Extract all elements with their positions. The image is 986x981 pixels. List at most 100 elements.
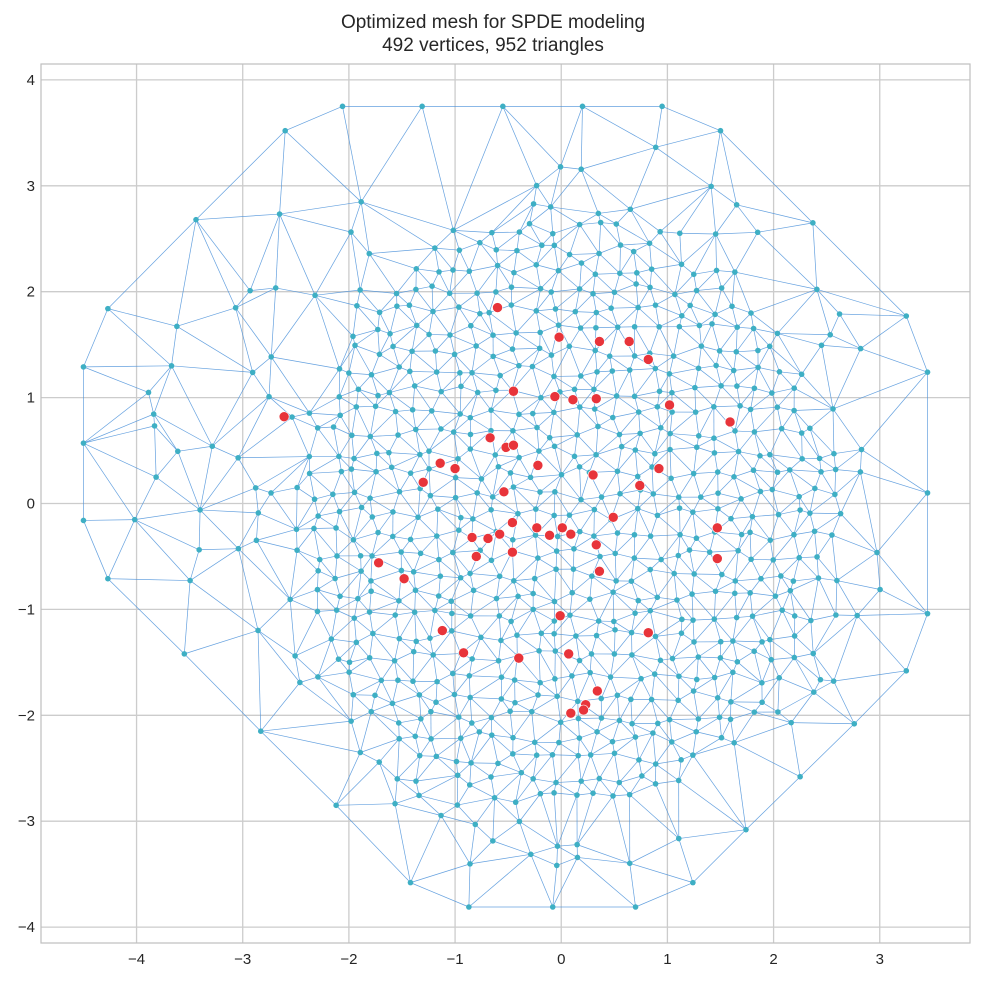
mesh-edge: [649, 569, 658, 598]
mesh-edge: [736, 386, 741, 406]
mesh-edge: [411, 325, 418, 352]
mesh-edge: [394, 778, 398, 804]
mesh-edge: [557, 794, 578, 847]
mesh-edge: [614, 632, 632, 655]
mesh-edge: [696, 677, 715, 680]
mesh-edge: [177, 451, 201, 511]
mesh-edge: [619, 476, 638, 494]
mesh-vertex: [512, 799, 519, 806]
mesh-edge: [673, 345, 702, 357]
mesh-edge: [391, 466, 411, 474]
mesh-edge: [491, 698, 502, 718]
mesh-edge: [669, 373, 696, 388]
mesh-edge: [654, 368, 660, 392]
mesh-edge: [631, 558, 635, 582]
mesh-edge: [536, 308, 556, 312]
mesh-edge: [736, 367, 759, 387]
mesh-edge: [580, 169, 599, 214]
mesh-edge: [314, 295, 340, 369]
mesh-edge: [637, 508, 651, 537]
mesh-vertex: [492, 452, 499, 458]
mesh-edge: [375, 453, 378, 472]
mesh-edge: [533, 609, 555, 622]
mesh-edge: [860, 348, 928, 373]
mesh-edge: [757, 367, 773, 394]
mesh-edge: [454, 354, 473, 373]
mesh-edge: [649, 287, 675, 295]
mesh-edge: [700, 492, 719, 498]
mesh-vertex: [513, 330, 519, 336]
mesh-vertex: [577, 325, 584, 331]
mesh-vertex: [728, 515, 734, 522]
mesh-edge: [593, 535, 616, 554]
mesh-edge: [577, 698, 602, 702]
mesh-vertex: [716, 714, 723, 721]
mesh-edge: [592, 291, 615, 295]
mesh-vertex: [396, 488, 403, 495]
mesh-edge: [434, 247, 454, 271]
mesh-edge: [550, 206, 580, 225]
mesh-edge: [388, 434, 399, 453]
x-tick-label: 3: [876, 951, 884, 968]
mesh-edge: [421, 106, 454, 231]
mesh-edge: [339, 507, 362, 512]
mesh-edge: [353, 618, 357, 643]
mesh-edge: [294, 611, 318, 657]
mesh-edge: [678, 829, 747, 839]
mesh-edge: [714, 305, 733, 315]
mesh-vertex: [427, 635, 433, 641]
mesh-edge: [369, 497, 394, 513]
mesh-edge: [369, 657, 395, 662]
mesh-edge: [469, 573, 474, 591]
mesh-edge: [471, 345, 477, 373]
mesh-edge: [491, 185, 537, 233]
mesh-edge: [610, 676, 618, 696]
observation-point: [471, 551, 482, 562]
mesh-vertex: [648, 266, 655, 272]
mesh-edge: [555, 782, 578, 796]
mesh-edge: [436, 529, 459, 537]
mesh-edge: [591, 575, 614, 593]
mesh-vertex: [691, 571, 697, 577]
mesh-vertex: [733, 349, 740, 355]
mesh-edge: [428, 311, 434, 335]
mesh-vertex: [558, 471, 565, 478]
mesh-vertex: [618, 443, 625, 450]
mesh-edge: [437, 497, 456, 510]
mesh-edge: [558, 311, 576, 326]
mesh-edge: [471, 717, 492, 724]
mesh-edge: [593, 370, 613, 390]
mesh-edge: [573, 535, 595, 550]
mesh-vertex: [354, 302, 360, 309]
mesh-edge: [452, 250, 460, 271]
mesh-edge: [715, 233, 717, 271]
mesh-edge: [353, 516, 373, 541]
mesh-edge: [638, 304, 656, 308]
mesh-edge: [550, 291, 556, 310]
mesh-edge: [696, 537, 710, 553]
mesh-edge: [491, 734, 514, 755]
mesh-vertex: [714, 469, 721, 475]
mesh-edge: [669, 449, 672, 479]
mesh-edge: [595, 273, 615, 293]
mesh-vertex: [675, 835, 682, 842]
mesh-edge: [296, 528, 315, 551]
mesh-edge: [715, 590, 735, 594]
mesh-edge: [655, 632, 682, 637]
mesh-edge: [714, 677, 719, 698]
mesh-edge: [753, 651, 763, 683]
mesh-edge: [392, 536, 402, 553]
mesh-vertex: [375, 392, 381, 399]
mesh-vertex: [690, 617, 696, 623]
mesh-edge: [511, 286, 541, 289]
mesh-edge: [769, 454, 803, 460]
mesh-vertex: [611, 750, 618, 757]
mesh-edge: [434, 610, 452, 614]
mesh-edge: [690, 305, 716, 315]
mesh-edge: [619, 720, 636, 738]
mesh-edge: [440, 815, 476, 825]
mesh-vertex: [410, 678, 416, 685]
mesh-edge: [657, 573, 675, 598]
mesh-edge: [549, 434, 578, 438]
mesh-edge: [598, 253, 621, 274]
